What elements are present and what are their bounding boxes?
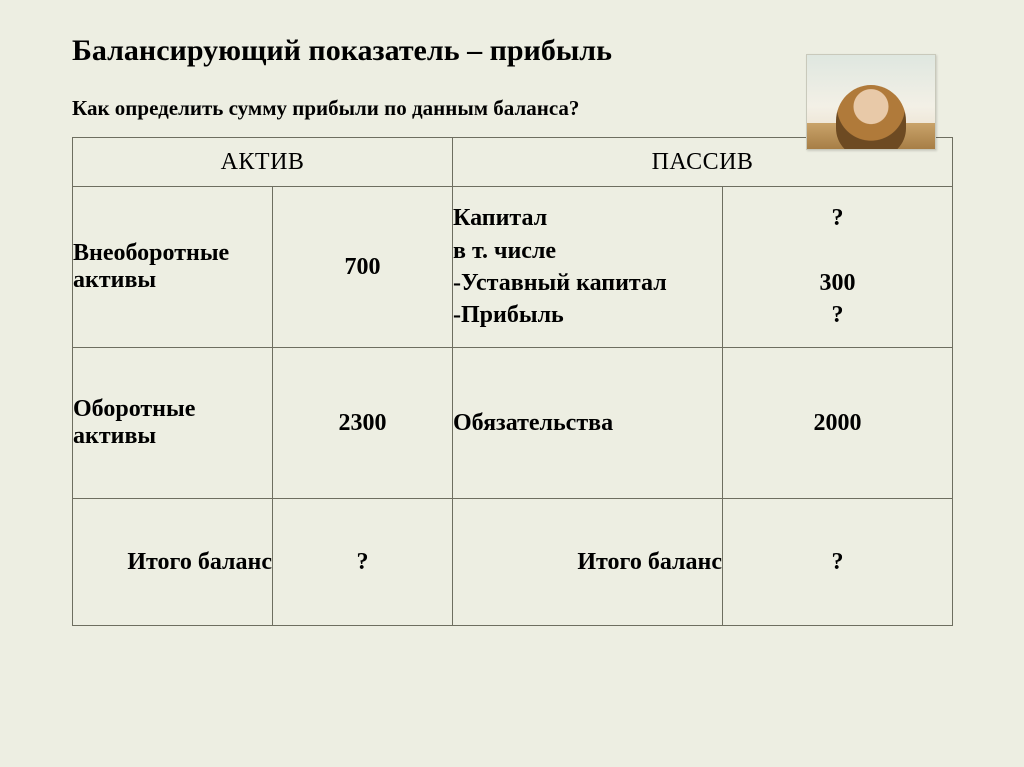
decorative-photo [806, 54, 936, 150]
asset-value: 700 [273, 187, 453, 348]
table-row: Оборотныеактивы 2300 Обязательства 2000 [73, 348, 953, 499]
liab-value-line: ? [723, 299, 952, 331]
balance-table: АКТИВ ПАССИВ Внеоборотныеактивы 700 Капи… [72, 137, 953, 626]
liability-total-value: ? [723, 499, 953, 626]
table-row-total: Итого баланс ? Итого баланс ? [73, 499, 953, 626]
photo-person [836, 85, 906, 150]
liability-label: Обязательства [453, 348, 723, 499]
liability-total-label: Итого баланс [453, 499, 723, 626]
liab-line: в т. числе [453, 235, 722, 267]
asset-label: Оборотныеактивы [73, 348, 273, 499]
liability-value: 2000 [723, 348, 953, 499]
liab-line: -Уставный капитал [453, 267, 722, 299]
asset-label-text: Внеоборотныеактивы [73, 240, 229, 293]
asset-label: Внеоборотныеактивы [73, 187, 273, 348]
liability-label: Капитал в т. числе -Уставный капитал -Пр… [453, 187, 723, 348]
liab-line: -Прибыль [453, 299, 722, 331]
liab-value-line: 300 [723, 267, 952, 299]
asset-total-label: Итого баланс [73, 499, 273, 626]
header-asset: АКТИВ [73, 138, 453, 187]
asset-value: 2300 [273, 348, 453, 499]
asset-label-text: Оборотныеактивы [73, 396, 195, 449]
liab-value-line: ? [723, 202, 952, 234]
liab-line: Капитал [453, 202, 722, 234]
asset-total-value: ? [273, 499, 453, 626]
liability-value: ? . 300 ? [723, 187, 953, 348]
slide: Балансирующий показатель – прибыль Как о… [0, 0, 1024, 767]
table-row: Внеоборотныеактивы 700 Капитал в т. числ… [73, 187, 953, 348]
